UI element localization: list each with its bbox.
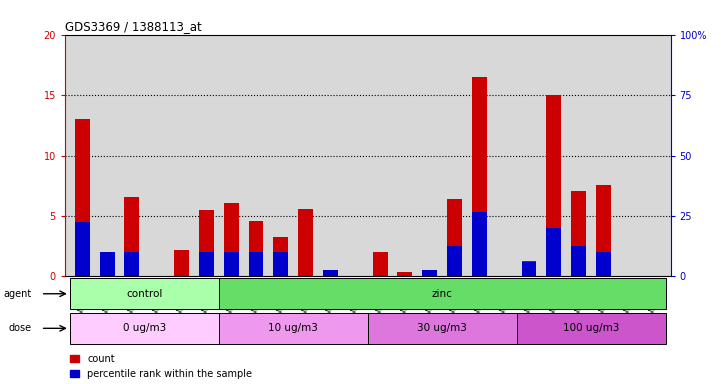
Bar: [472, 212, 487, 276]
Text: zinc: zinc: [432, 289, 453, 299]
Text: 30 ug/m3: 30 ug/m3: [417, 323, 467, 333]
Bar: [447, 246, 462, 276]
Bar: [472, 77, 487, 276]
Bar: [571, 190, 586, 276]
Bar: [249, 252, 263, 276]
Bar: [125, 197, 139, 276]
Bar: [273, 252, 288, 276]
Bar: [373, 252, 388, 276]
Bar: [547, 228, 562, 276]
Bar: [368, 313, 517, 344]
Bar: [323, 270, 338, 276]
Bar: [571, 246, 586, 276]
Bar: [224, 252, 239, 276]
Bar: [199, 210, 214, 276]
Text: agent: agent: [4, 289, 32, 299]
Bar: [249, 221, 263, 276]
Bar: [75, 222, 89, 276]
Text: 0 ug/m3: 0 ug/m3: [123, 323, 166, 333]
Bar: [99, 252, 115, 276]
Bar: [224, 203, 239, 276]
Bar: [298, 209, 313, 276]
Bar: [199, 252, 214, 276]
Bar: [517, 313, 665, 344]
Bar: [218, 278, 665, 310]
Text: GDS3369 / 1388113_at: GDS3369 / 1388113_at: [65, 20, 202, 33]
Bar: [174, 250, 189, 276]
Bar: [447, 199, 462, 276]
Legend: count, percentile rank within the sample: count, percentile rank within the sample: [70, 354, 252, 379]
Bar: [75, 119, 89, 276]
Text: 100 ug/m3: 100 ug/m3: [563, 323, 619, 333]
Bar: [70, 278, 218, 310]
Bar: [273, 237, 288, 276]
Bar: [423, 270, 437, 276]
Text: dose: dose: [9, 323, 32, 333]
Bar: [521, 261, 536, 276]
Bar: [70, 313, 218, 344]
Bar: [596, 185, 611, 276]
Text: 10 ug/m3: 10 ug/m3: [268, 323, 318, 333]
Bar: [218, 313, 368, 344]
Bar: [521, 262, 536, 276]
Bar: [125, 252, 139, 276]
Text: control: control: [126, 289, 162, 299]
Bar: [547, 95, 562, 276]
Bar: [99, 260, 115, 276]
Bar: [397, 271, 412, 276]
Bar: [596, 252, 611, 276]
